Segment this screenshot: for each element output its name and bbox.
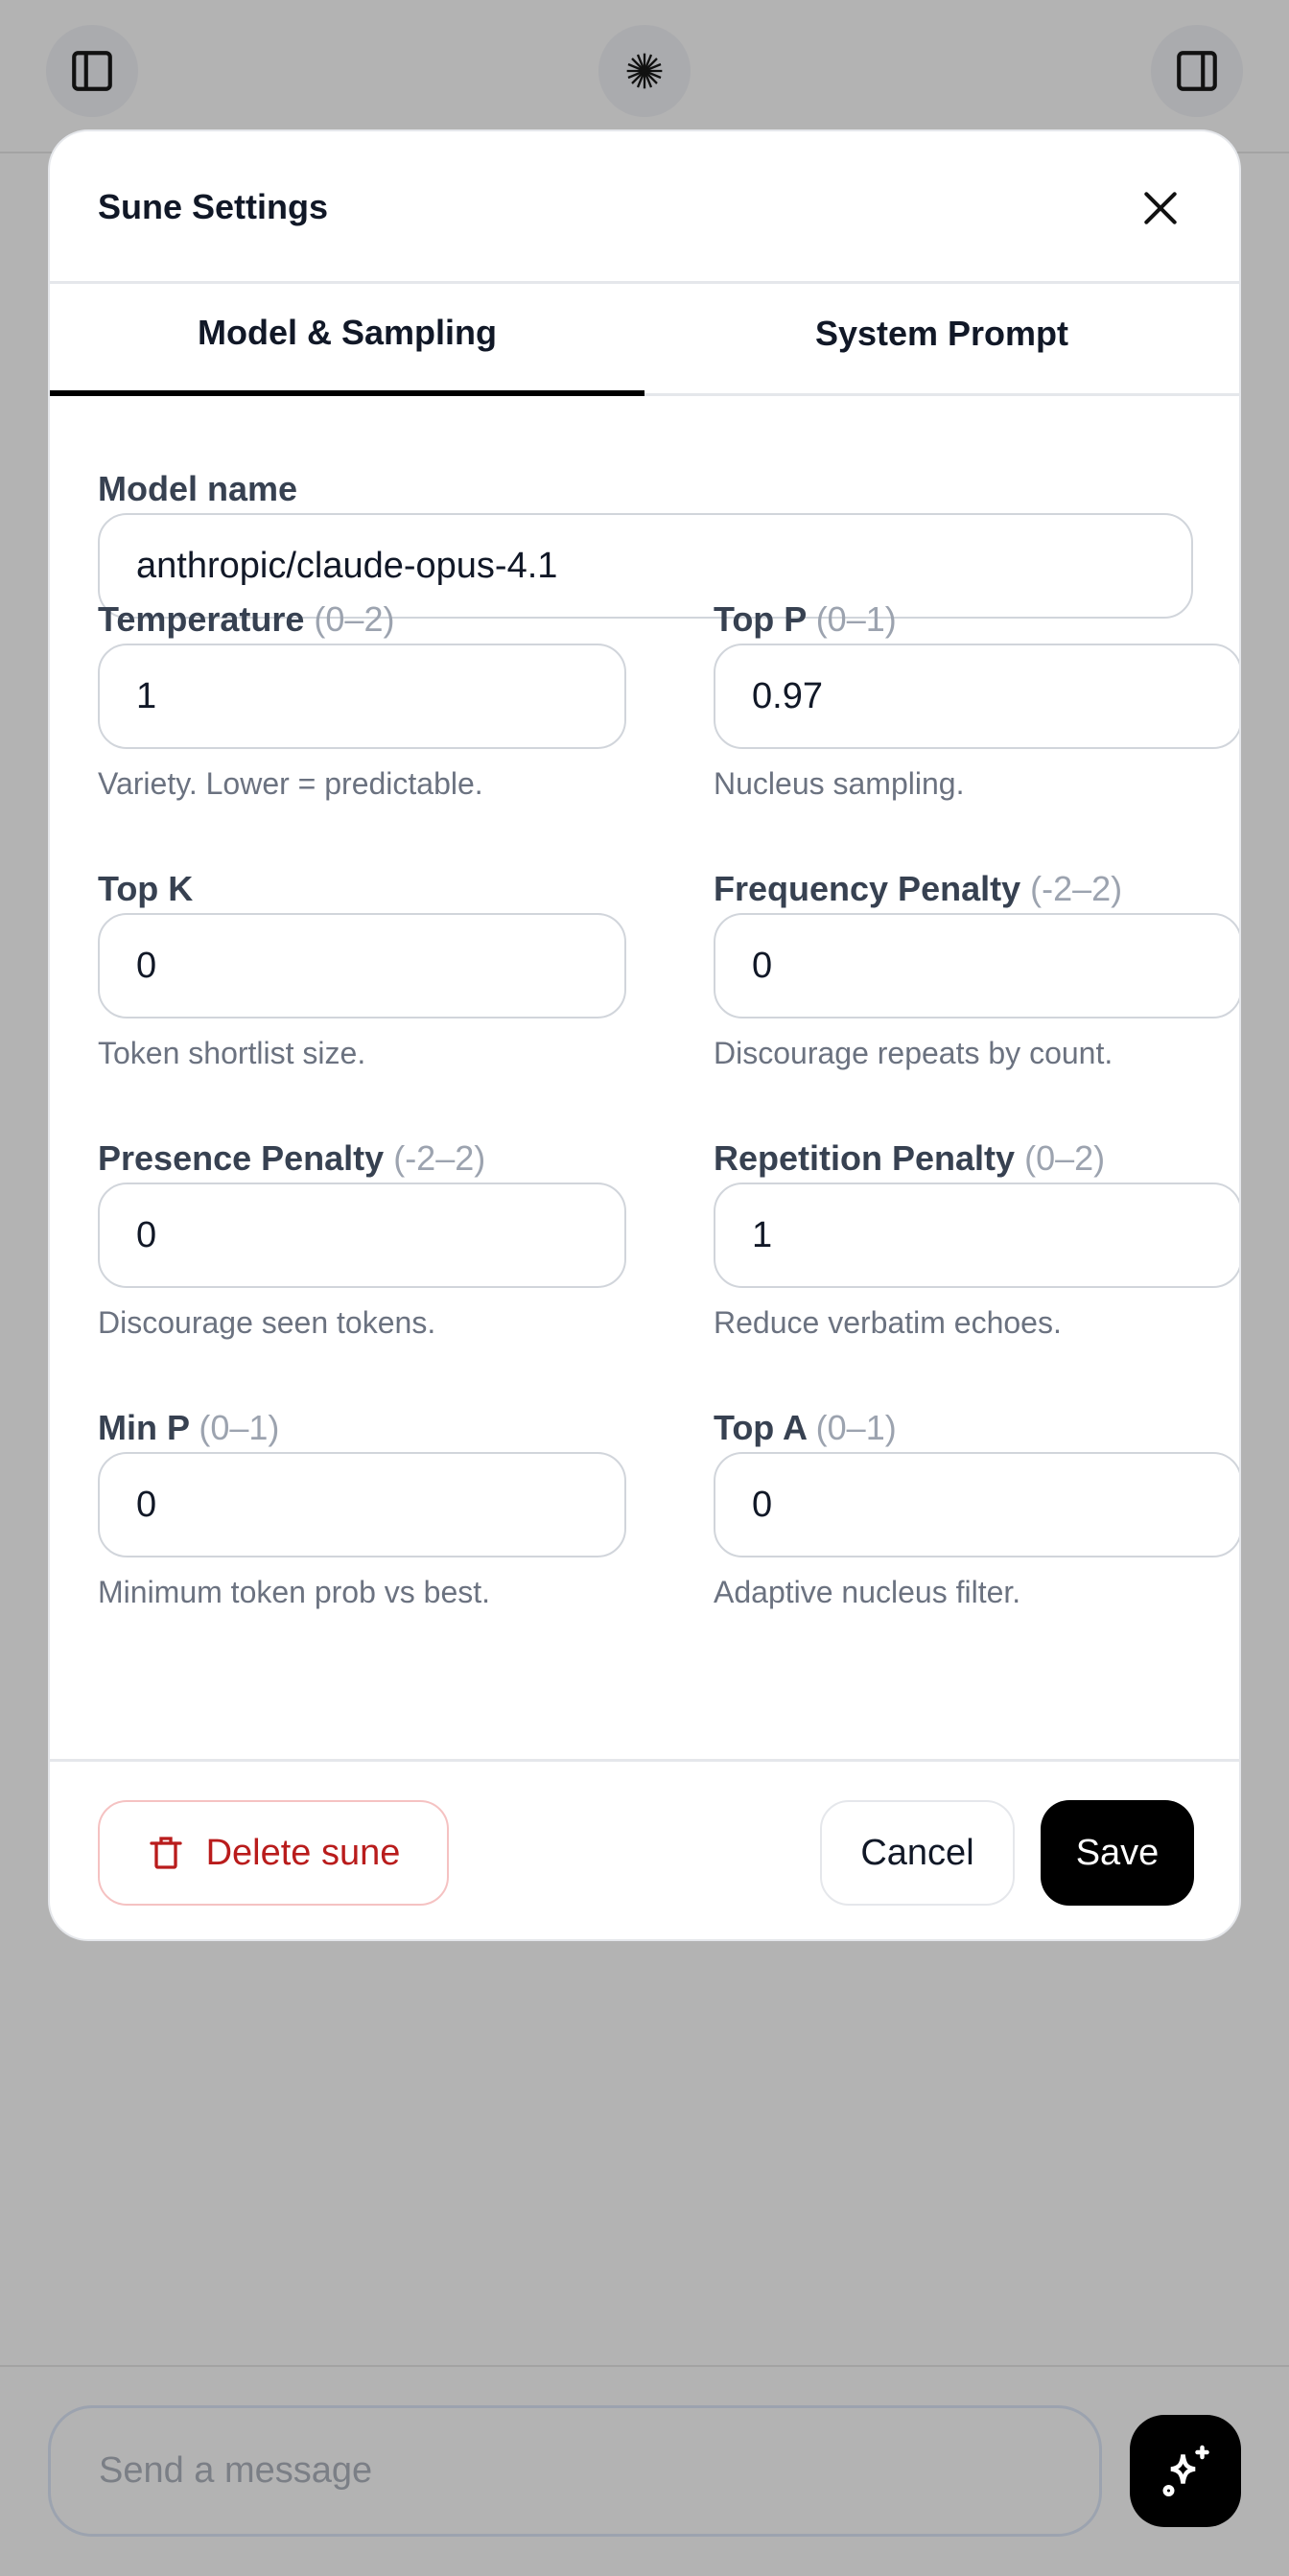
top-k-help: Token shortlist size. [98, 1036, 366, 1070]
sidebar-right-icon [1177, 51, 1217, 91]
top-a-input[interactable]: 0 [714, 1452, 1239, 1557]
cancel-button[interactable]: Cancel [820, 1800, 1015, 1906]
dialog-footer: Delete sune Cancel Save [50, 1759, 1239, 1939]
temperature-label: Temperature (0–2) [98, 599, 394, 640]
field-label-text: Repetition Penalty [714, 1138, 1016, 1178]
min-p-label: Min P (0–1) [98, 1408, 279, 1448]
sparkles-icon [1162, 2445, 1209, 2496]
presence-penalty-label: Presence Penalty (-2–2) [98, 1138, 485, 1179]
dialog-title: Sune Settings [98, 187, 329, 226]
field-label-text: Frequency Penalty [714, 869, 1021, 908]
frequency-penalty-help: Discourage repeats by count. [714, 1036, 1113, 1070]
field-range: (0–1) [199, 1408, 280, 1447]
temperature-input[interactable]: 1 [98, 644, 626, 749]
top-k-label: Top K [98, 869, 193, 909]
toggle-left-sidebar-button[interactable] [46, 25, 138, 117]
tab-bar: Model & Sampling System Prompt [50, 284, 1239, 396]
repetition-penalty-help: Reduce verbatim echoes. [714, 1305, 1062, 1340]
field-range: (-2–2) [1030, 869, 1123, 908]
sidebar-left-icon [72, 51, 112, 91]
top-a-help: Adaptive nucleus filter. [714, 1575, 1021, 1609]
delete-sune-label: Delete sune [205, 1832, 401, 1873]
field-range: (-2–2) [393, 1138, 486, 1178]
tab-system-prompt[interactable]: System Prompt [814, 314, 1069, 353]
model-name-input[interactable]: anthropic/claude-opus-4.1 [98, 513, 1193, 619]
field-range: (0–1) [815, 599, 897, 639]
field-range: (0–1) [815, 1408, 897, 1447]
field-label-text: Temperature [98, 599, 305, 639]
repetition-penalty-input[interactable]: 1 [714, 1183, 1239, 1288]
top-p-label: Top P (0–1) [714, 599, 897, 640]
message-input[interactable]: Send a message [48, 2405, 1102, 2537]
field-label-text: Top A [714, 1408, 807, 1447]
send-button[interactable] [1130, 2415, 1241, 2527]
repetition-penalty-label: Repetition Penalty (0–2) [714, 1138, 1105, 1179]
field-range: (0–2) [314, 599, 395, 639]
top-k-input[interactable]: 0 [98, 913, 626, 1019]
sune-settings-dialog: Sune Settings Model & Sampling System Pr… [48, 129, 1241, 1941]
top-p-help: Nucleus sampling. [714, 766, 965, 801]
field-range: (0–2) [1024, 1138, 1106, 1178]
min-p-help: Minimum token prob vs best. [98, 1575, 491, 1609]
model-name-label: Model name [98, 469, 298, 508]
min-p-input[interactable]: 0 [98, 1452, 626, 1557]
sune-logo-button[interactable] [598, 25, 691, 117]
top-p-input[interactable]: 0.97 [714, 644, 1239, 749]
frequency-penalty-input[interactable]: 0 [714, 913, 1239, 1019]
frequency-penalty-label: Frequency Penalty (-2–2) [714, 869, 1122, 909]
sune-logo-icon [626, 53, 663, 89]
delete-sune-button[interactable]: Delete sune [98, 1800, 449, 1906]
field-label-text: Min P [98, 1408, 190, 1447]
toggle-right-sidebar-button[interactable] [1151, 25, 1243, 117]
presence-penalty-help: Discourage seen tokens. [98, 1305, 436, 1340]
close-icon [1144, 192, 1177, 224]
temperature-help: Variety. Lower = predictable. [98, 766, 483, 801]
top-bar [0, 0, 1289, 153]
top-a-label: Top A (0–1) [714, 1408, 897, 1448]
field-label-text: Top P [714, 599, 807, 639]
save-button[interactable]: Save [1041, 1800, 1194, 1906]
presence-penalty-input[interactable]: 0 [98, 1183, 626, 1288]
trash-icon [149, 1837, 182, 1869]
tab-model-sampling[interactable]: Model & Sampling [50, 284, 644, 396]
close-button[interactable] [1132, 179, 1189, 237]
field-label-text: Presence Penalty [98, 1138, 385, 1178]
composer-divider [0, 2365, 1289, 2367]
field-label-text: Top K [98, 869, 194, 908]
dialog-header: Sune Settings [50, 131, 1239, 284]
